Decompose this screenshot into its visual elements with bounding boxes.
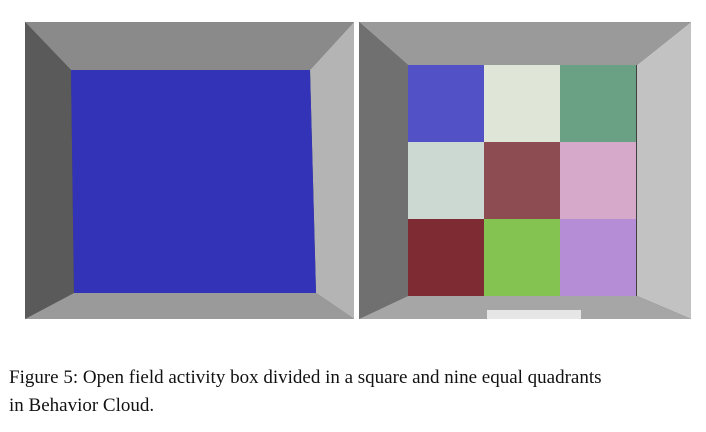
figure-caption: Figure 5: Open field activity box divide… xyxy=(9,364,699,420)
right-box-walls xyxy=(359,22,691,319)
quadrant-6 xyxy=(560,142,636,219)
caption-line-2: in Behavior Cloud. xyxy=(9,395,155,416)
quadrant-9 xyxy=(560,219,636,296)
quadrant-8 xyxy=(484,219,560,296)
left-box-image xyxy=(25,22,354,319)
quadrant-1 xyxy=(408,65,484,142)
left-box-walls xyxy=(25,22,354,319)
quadrant-2 xyxy=(484,65,560,142)
left-box-floor xyxy=(71,70,316,293)
caption-line-1: Figure 5: Open field activity box divide… xyxy=(9,367,602,388)
quadrant-7 xyxy=(408,219,484,296)
quadrant-4 xyxy=(408,142,484,219)
quadrant-3 xyxy=(560,65,636,142)
right-box-image xyxy=(359,22,691,319)
quadrant-grid xyxy=(408,65,636,296)
quadrant-5 xyxy=(484,142,560,219)
